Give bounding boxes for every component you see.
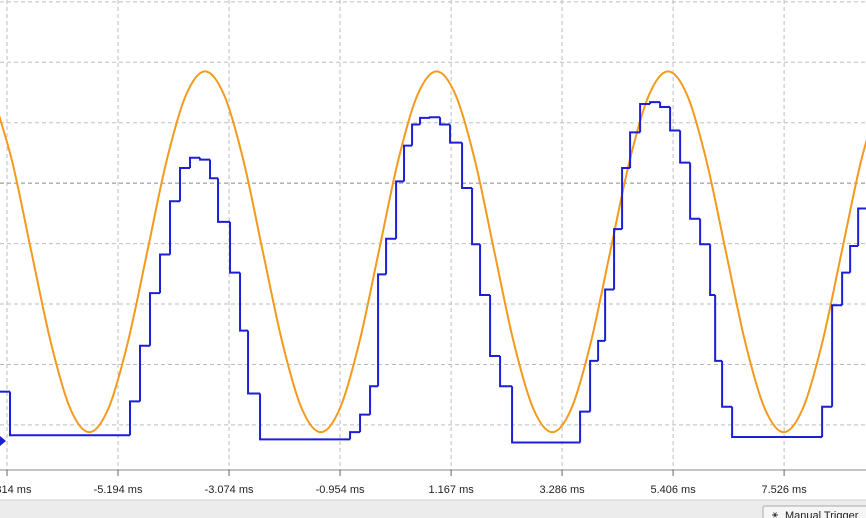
step-segment: [349, 431, 361, 440]
x-tick-label: 5.406 ms: [650, 484, 696, 496]
step-segment: [395, 180, 405, 239]
step-segment: [849, 245, 859, 273]
x-tick-label: -3.074 ms: [205, 484, 254, 496]
step-segment: [629, 131, 641, 169]
step-segment: [419, 116, 431, 125]
button-label[interactable]: Manual Trigger: [785, 510, 859, 518]
step-segment: [461, 142, 473, 189]
step-segment: [229, 221, 241, 274]
step-segment: [721, 360, 733, 408]
trigger-marker: [0, 436, 6, 446]
step-segment: [439, 117, 451, 126]
trace: [0, 70, 866, 434]
x-tick-label: -5.194 ms: [94, 484, 143, 496]
step-segment: [499, 356, 513, 388]
step-segment: [411, 123, 421, 146]
x-tick-label: -7.314 ms: [0, 484, 32, 496]
step-segment: [841, 271, 851, 306]
step-segment: [649, 101, 661, 104]
step-segment: [217, 178, 231, 223]
step-segment: [714, 294, 723, 362]
x-tick-label: 3.286 ms: [539, 484, 585, 496]
status-bar: [0, 500, 866, 518]
step-segment: [377, 273, 387, 387]
step-segment: [449, 124, 463, 144]
step-segment: [639, 102, 651, 133]
step-segment: [179, 167, 191, 202]
step-segment: [149, 292, 161, 346]
step-segment: [613, 228, 623, 290]
step-segment: [621, 167, 631, 230]
step-segment: [579, 410, 591, 443]
step-segment: [479, 244, 491, 296]
step-segment: [159, 253, 171, 294]
step-segment: [679, 130, 691, 164]
step-segment: [489, 294, 501, 358]
step-segment: [385, 237, 397, 275]
step-segment: [689, 162, 701, 220]
step-segment: [857, 207, 866, 247]
step-segment: [139, 344, 151, 402]
step-segment: [659, 102, 671, 108]
step-segment: [239, 272, 249, 332]
step-segment: [9, 391, 131, 437]
step-segment: [821, 405, 833, 438]
step-segment: [189, 156, 201, 169]
x-tick-label: 1.167 ms: [428, 484, 474, 496]
step-segment: [511, 386, 581, 444]
step-segment: [369, 385, 379, 415]
plot-area: [0, 0, 866, 470]
x-tick-label: 7.526 ms: [761, 484, 807, 496]
step-segment: [669, 106, 681, 132]
step-segment: [247, 330, 261, 395]
button-icon: ⚹: [772, 510, 778, 518]
step-segment: [199, 157, 211, 161]
step-segment: [403, 144, 413, 182]
step-segment: [831, 304, 843, 407]
step-segment: [471, 187, 481, 246]
step-segment: [604, 288, 615, 341]
step-segment: [259, 393, 351, 441]
step-segment: [359, 413, 371, 433]
step-segment: [589, 359, 599, 412]
step-segment: [209, 159, 219, 180]
step-segment: [429, 116, 441, 119]
step-segment: [597, 339, 606, 361]
step-segment: [699, 218, 711, 246]
button-frame[interactable]: [762, 505, 866, 518]
x-tick-label: -0.954 ms: [316, 484, 365, 496]
manual-trigger-button[interactable]: ⚹ Manual Trigger: [762, 505, 866, 518]
step-segment: [129, 400, 141, 436]
step-segment: [169, 200, 181, 255]
step-segment: [731, 406, 823, 439]
step-segment: [709, 244, 716, 296]
